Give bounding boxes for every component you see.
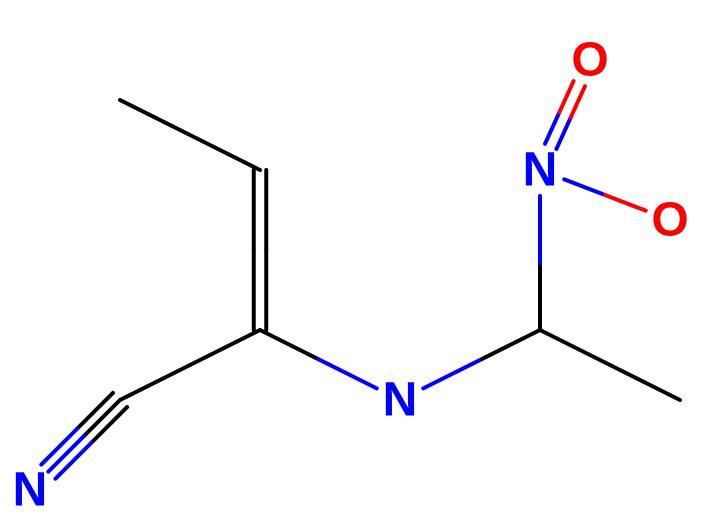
molecule-canvas: N N N O O [0, 0, 727, 514]
atom-label-o: O [571, 34, 608, 87]
atom-label-n: N [383, 374, 418, 427]
atom-label-o: O [651, 194, 688, 247]
atom-label-n: N [13, 464, 48, 514]
atom-label-n: N [523, 144, 558, 197]
